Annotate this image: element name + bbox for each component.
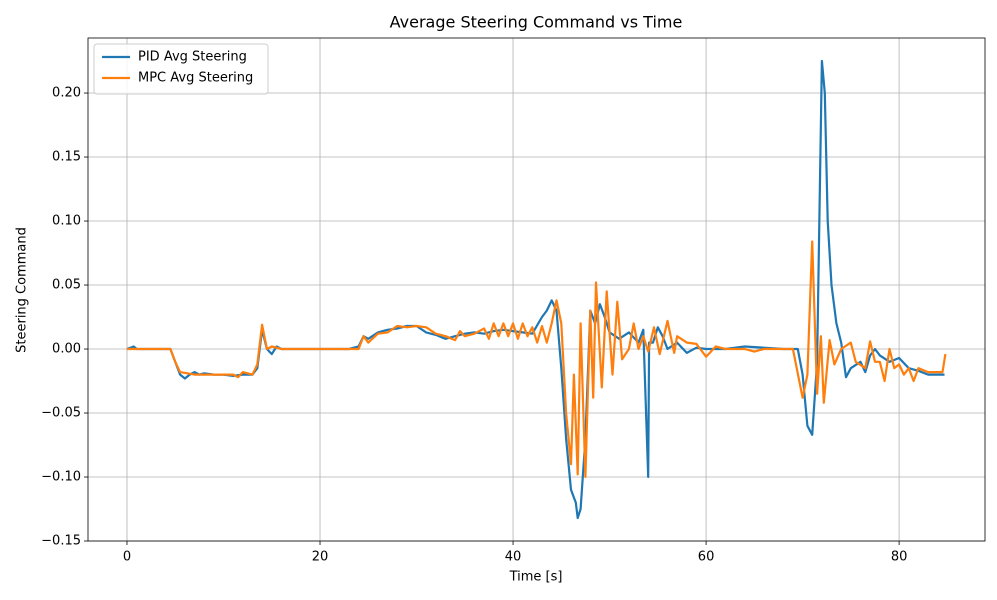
y-tick-label: 0.00	[52, 342, 81, 357]
x-tick-label: 80	[891, 550, 908, 565]
x-tick-label: 20	[312, 550, 329, 565]
y-tick-label: 0.10	[52, 214, 81, 229]
line-series	[127, 240, 947, 479]
y-tick-label: 0.20	[52, 86, 81, 101]
x-tick-label: 60	[698, 550, 715, 565]
y-tick-label: 0.15	[52, 150, 81, 165]
y-tick-label: −0.05	[41, 406, 81, 421]
y-axis-label: Steering Command	[15, 227, 30, 353]
x-axis-label: Time [s]	[509, 570, 563, 585]
plot-frame	[87, 37, 986, 542]
y-tick-label: −0.10	[41, 470, 81, 485]
x-tick-label: 0	[123, 550, 131, 565]
legend-box	[93, 43, 269, 95]
legend-label: PID Avg Steering	[138, 50, 247, 65]
legend-label: MPC Avg Steering	[138, 71, 253, 86]
chart-title: Average Steering Command vs Time	[390, 13, 683, 32]
x-tick-label: 40	[505, 550, 522, 565]
y-tick-label: 0.05	[52, 278, 81, 293]
y-tick-label: −0.15	[41, 534, 81, 549]
